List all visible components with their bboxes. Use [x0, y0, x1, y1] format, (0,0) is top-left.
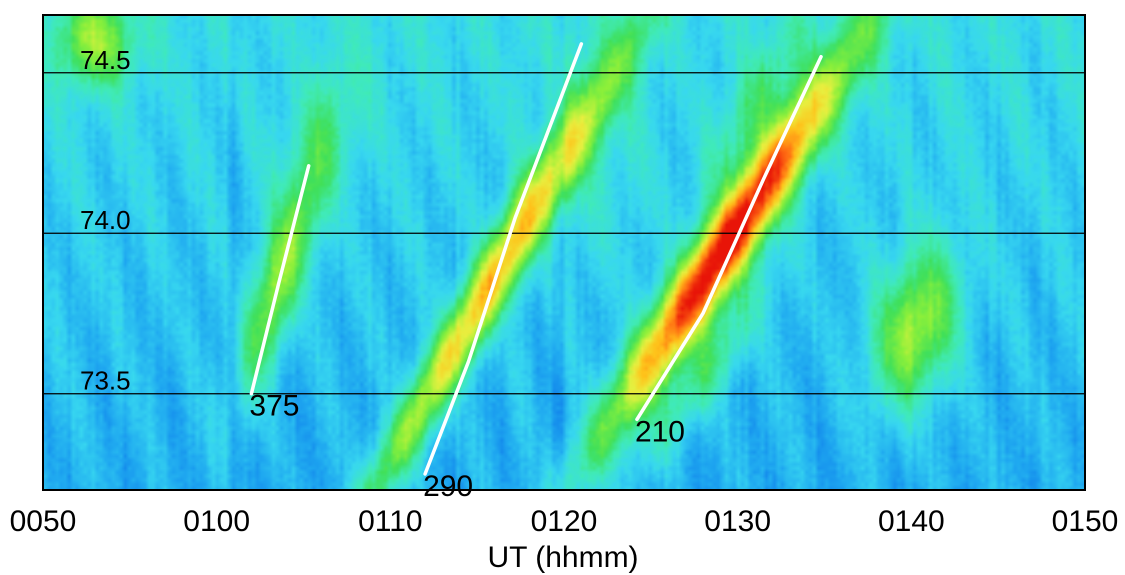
x-axis-title: UT (hhmm): [487, 541, 638, 574]
x-tick-label: 0150: [1052, 505, 1119, 538]
track-line: [249, 164, 311, 396]
reference-lines: 74.5 74.0 73.5: [43, 45, 1085, 396]
reference-line-label: 74.5: [80, 45, 131, 75]
x-tick-label: 0100: [183, 505, 250, 538]
reference-line-label: 73.5: [80, 366, 131, 396]
tracks: [249, 42, 823, 476]
x-tick-label: 0140: [878, 505, 945, 538]
x-tick-label: 0050: [10, 505, 77, 538]
track-line: [423, 42, 584, 476]
track-label: 290: [423, 470, 473, 503]
x-tick-labels: 0050 0100 0110 0120 0130 0140 0150: [10, 505, 1119, 538]
track-line: [635, 54, 823, 422]
x-tick-label: 0130: [704, 505, 771, 538]
plot-frame: [42, 14, 1086, 491]
track-label: 375: [249, 390, 299, 423]
x-tick-label: 0110: [358, 505, 423, 538]
track-label: 210: [635, 415, 685, 448]
track-labels: 375 290 210: [249, 390, 685, 503]
reference-line-label: 74.0: [80, 205, 131, 235]
x-tick-label: 0120: [531, 505, 598, 538]
